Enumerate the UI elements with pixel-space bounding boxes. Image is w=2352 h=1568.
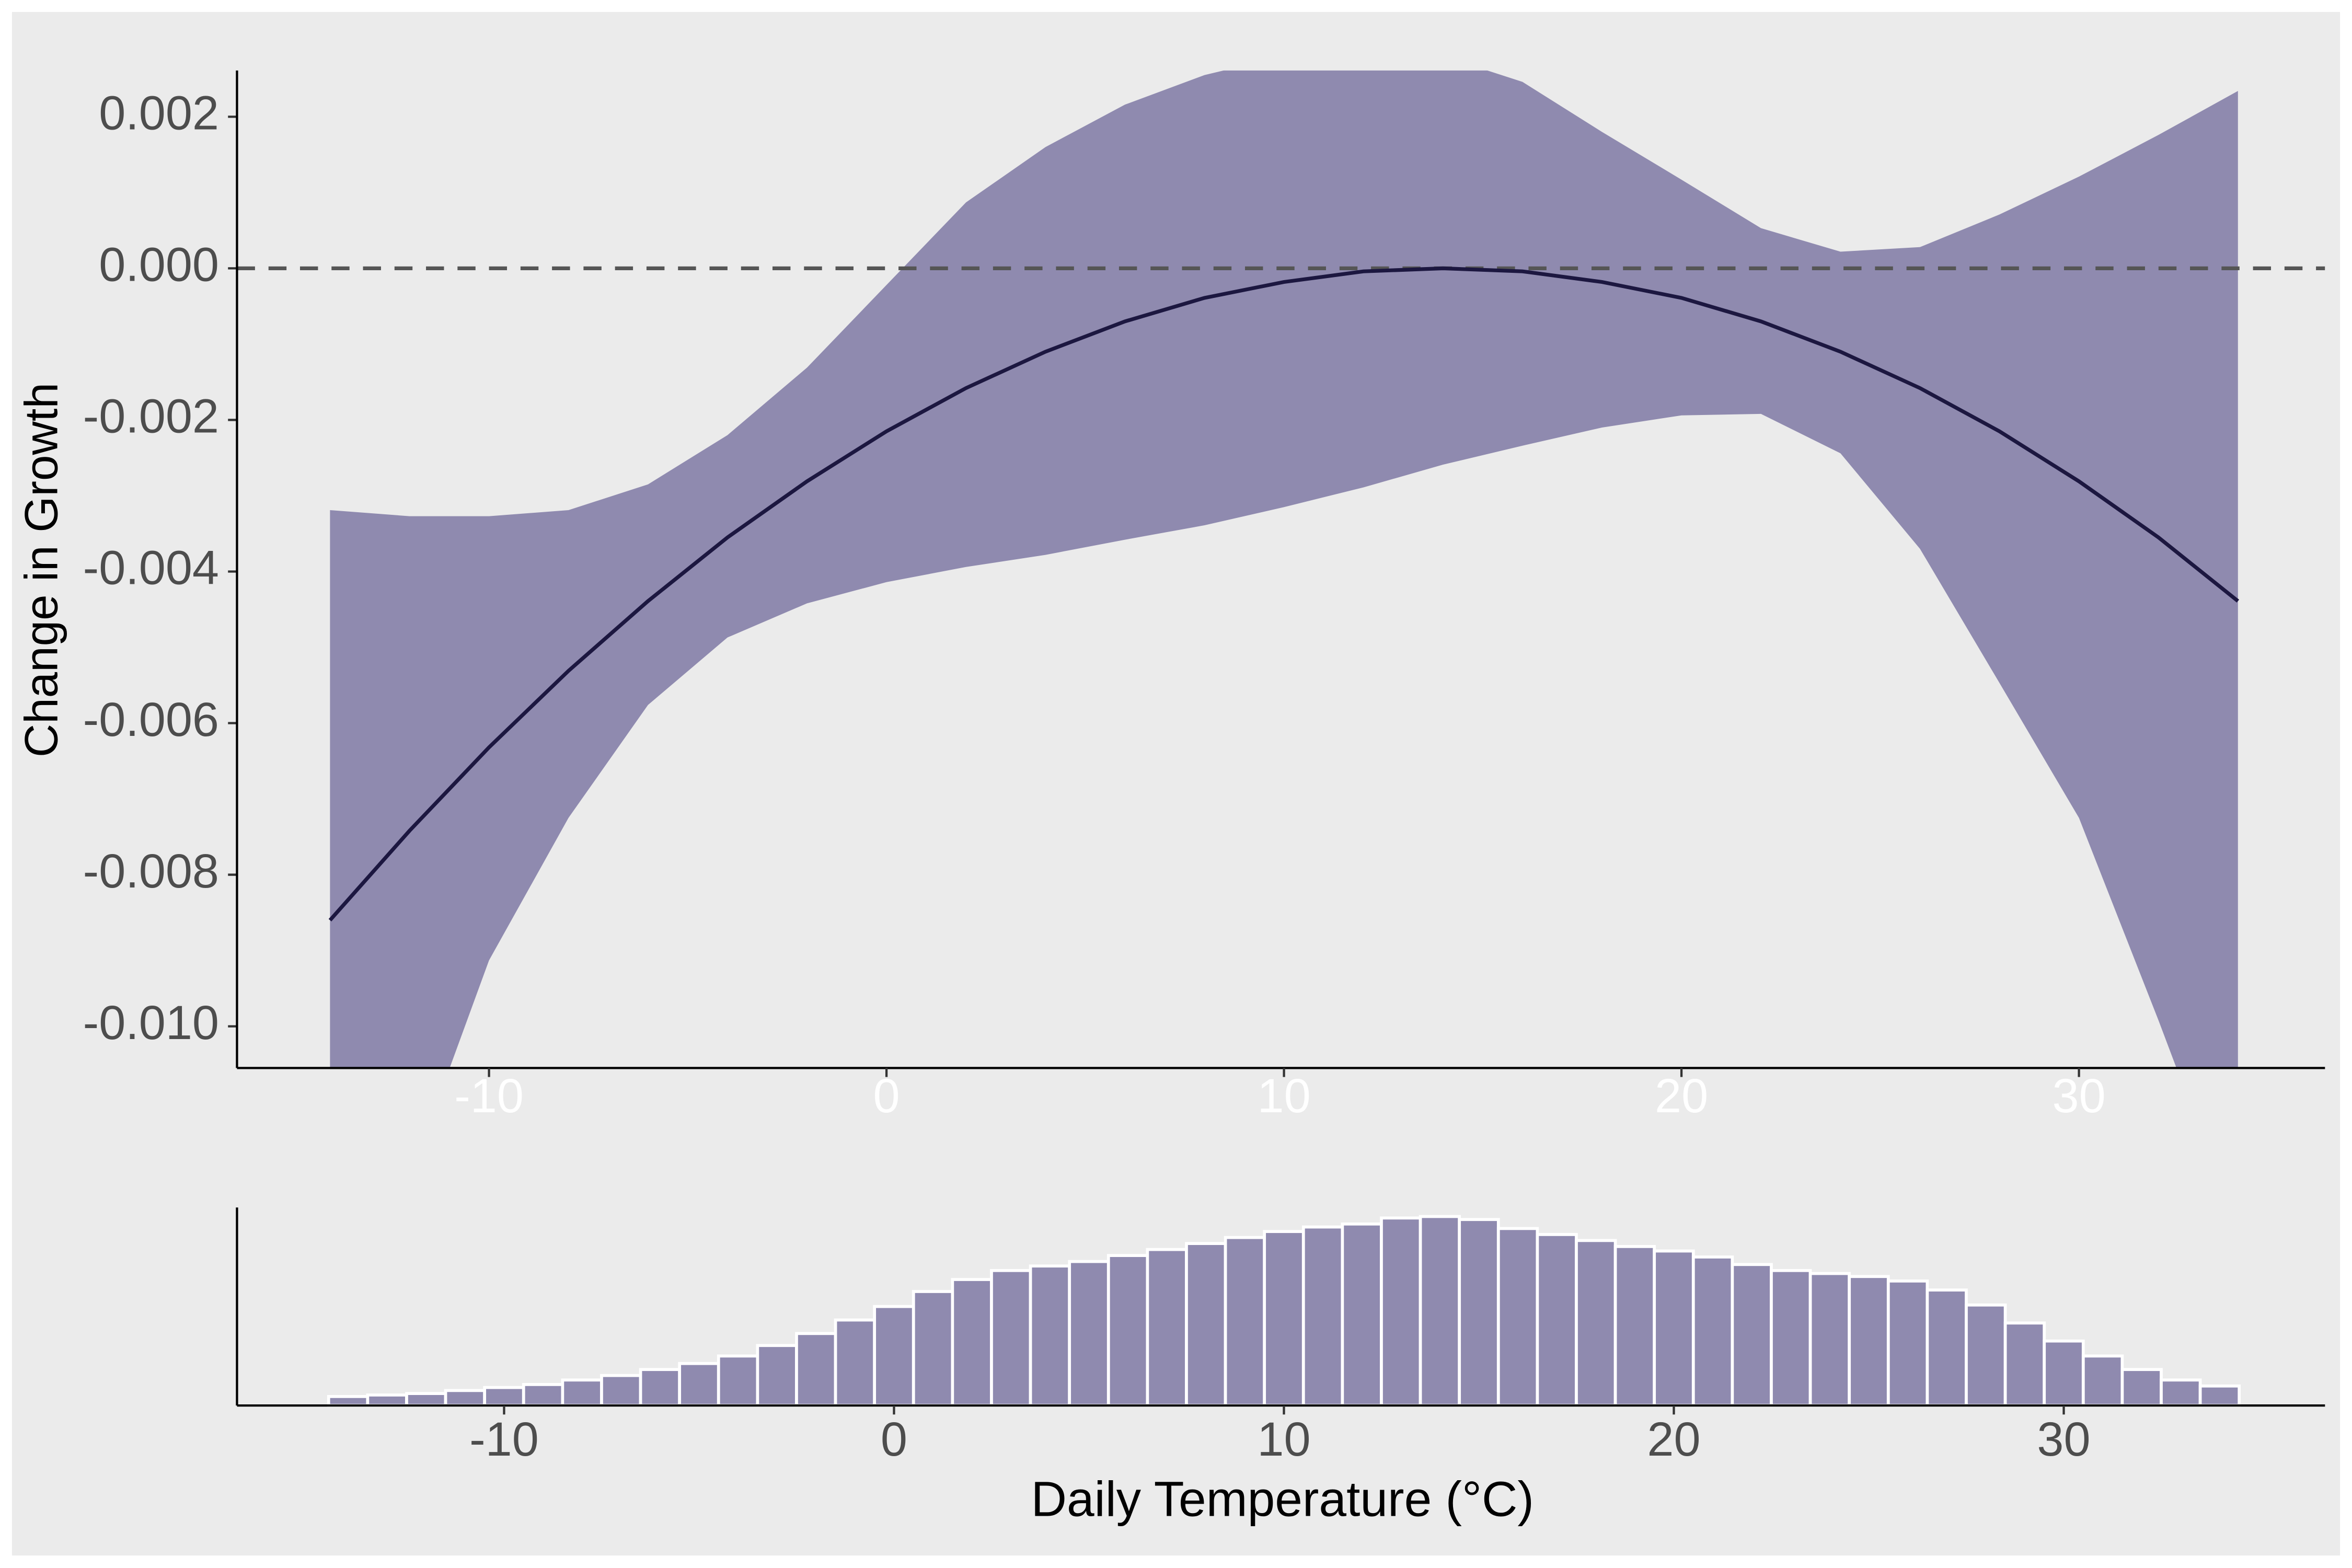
histogram-bar	[795, 1332, 837, 1407]
y-tick-label: -0.008	[83, 845, 219, 898]
histogram-bar	[1965, 1303, 2007, 1407]
histogram-bar	[483, 1386, 525, 1407]
x-tick-label: 10	[1257, 1413, 1310, 1466]
histogram-bar	[522, 1383, 564, 1407]
histogram-bar	[678, 1362, 720, 1407]
y-tick-label: -0.002	[83, 390, 219, 443]
histogram-bar	[1886, 1279, 1929, 1407]
histogram-bar	[912, 1290, 954, 1407]
histogram-bar	[1691, 1255, 1734, 1407]
histogram-bar	[1029, 1264, 1071, 1407]
y-tick-label: -0.006	[83, 693, 219, 746]
y-tick-label: -0.010	[83, 996, 219, 1050]
histogram-bar	[1301, 1225, 1344, 1407]
histogram-bar	[756, 1344, 798, 1407]
histogram-bar	[1653, 1249, 1695, 1407]
histogram-bar	[405, 1392, 447, 1407]
histogram-bar	[2003, 1321, 2046, 1407]
histogram-bar	[1263, 1230, 1305, 1407]
histogram-bar	[639, 1368, 682, 1407]
histogram-bar	[366, 1393, 408, 1407]
histogram-bar	[1770, 1269, 1812, 1407]
histogram-bar	[990, 1269, 1032, 1407]
histogram-bar	[1185, 1242, 1227, 1407]
histogram-bar	[1808, 1272, 1851, 1407]
histogram-bar	[1146, 1248, 1188, 1407]
histogram-bar	[1848, 1275, 1890, 1407]
y-axis-title: Change in Growth	[15, 383, 67, 757]
y-tick-label: -0.004	[83, 541, 219, 595]
histogram-bar	[1106, 1254, 1149, 1407]
x-tick-label: 30	[2053, 1069, 2106, 1123]
x-tick-label: 10	[1258, 1069, 1311, 1123]
x-axis-title: Daily Temperature (°C)	[1031, 1472, 1534, 1527]
x-tick-label: -10	[454, 1069, 524, 1123]
histogram-bar	[1575, 1239, 1617, 1407]
histogram-bar	[600, 1374, 642, 1407]
histogram-bar	[1068, 1260, 1110, 1407]
histogram-bar	[1536, 1233, 1578, 1407]
x-tick-label: 20	[1647, 1413, 1700, 1466]
histogram-bar	[873, 1305, 915, 1407]
histogram-bar	[1731, 1263, 1773, 1407]
histogram-bar	[2120, 1368, 2163, 1407]
histogram-bar	[2043, 1339, 2085, 1407]
histogram-bar	[1496, 1227, 1539, 1407]
histogram-bar	[2081, 1354, 2124, 1407]
histogram-bar	[1926, 1288, 1968, 1407]
histogram-bar	[444, 1389, 487, 1407]
histogram-bar	[951, 1278, 993, 1407]
y-tick-label: 0.000	[99, 238, 219, 292]
histogram-bar	[2160, 1378, 2202, 1407]
histogram-bar	[1613, 1245, 1656, 1407]
histogram-bar	[561, 1378, 603, 1407]
plot-area	[237, 70, 2325, 1068]
histogram-bar	[1341, 1222, 1383, 1407]
histogram-bar	[1419, 1215, 1461, 1407]
histogram-bar	[717, 1354, 759, 1407]
x-tick-label: 0	[881, 1413, 907, 1466]
histogram-bar	[1458, 1218, 1500, 1407]
fit-line	[328, 266, 2240, 921]
x-tick-label: -10	[469, 1413, 539, 1466]
histogram-bar	[327, 1395, 370, 1407]
histogram-bar	[2198, 1384, 2241, 1407]
x-tick-label: 0	[873, 1069, 900, 1123]
histogram-bar	[1224, 1236, 1266, 1407]
x-tick-label: 20	[1655, 1069, 1708, 1123]
x-tick-label: 30	[2037, 1413, 2090, 1466]
histogram-bar	[1380, 1216, 1422, 1407]
histogram-bar	[834, 1318, 877, 1407]
y-tick-label: 0.002	[99, 87, 219, 140]
